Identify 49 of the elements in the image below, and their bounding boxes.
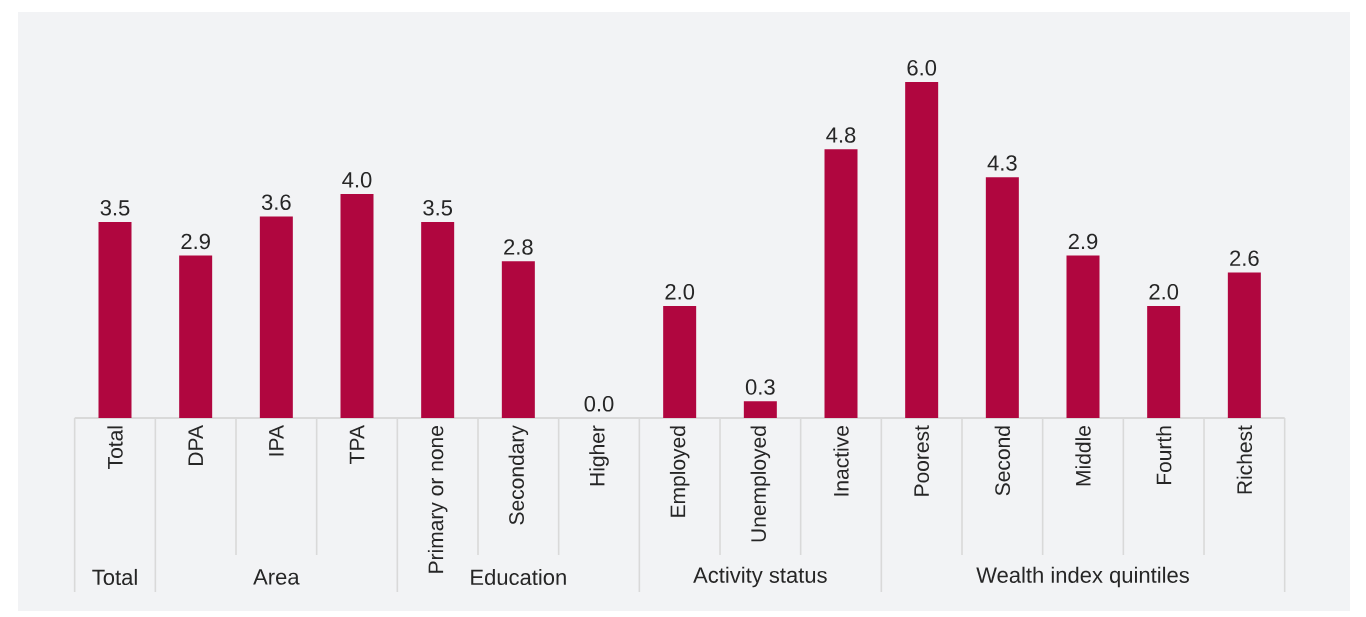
bar	[421, 222, 455, 418]
text: Activity status	[693, 566, 827, 588]
x-tick-label: Richest	[1236, 425, 1253, 494]
bar	[340, 194, 374, 418]
bar	[259, 216, 293, 418]
text: Wealth index quintiles	[976, 566, 1189, 588]
data-label: 2.0	[1149, 284, 1179, 300]
x-tick-label: TPA	[349, 425, 365, 464]
x-tick-label: Primary or none	[427, 426, 448, 573]
data-label: 0.0	[584, 396, 614, 412]
bar	[1066, 255, 1100, 418]
data-label: 0.3	[745, 379, 775, 395]
x-tick-label: Secondary	[508, 425, 529, 525]
data-label: 3.5	[100, 200, 130, 216]
bar	[1147, 306, 1181, 418]
bar	[663, 306, 697, 418]
x-tick-label: Employed	[669, 426, 690, 517]
x-tick-label: DPA	[188, 425, 203, 465]
bar	[1227, 272, 1261, 418]
x-tick-label: IPA	[269, 425, 284, 456]
data-label: 3.6	[261, 194, 291, 211]
bar	[98, 222, 132, 418]
x-tick-label: Second	[994, 426, 1011, 496]
text: Area	[253, 569, 300, 585]
bar	[743, 401, 777, 418]
data-label: 4.8	[826, 127, 856, 143]
bar	[501, 261, 535, 418]
x-tick-label: Fourth	[1155, 426, 1172, 485]
bar	[905, 82, 939, 418]
text: Total	[92, 568, 137, 586]
data-label: 4.0	[342, 172, 372, 188]
x-tick-label: Poorest	[914, 425, 930, 496]
data-label: 2.9	[1068, 233, 1098, 250]
data-label: 6.0	[907, 60, 937, 76]
x-tick-label: Higher	[589, 425, 609, 486]
data-label: 2.6	[1230, 250, 1259, 267]
bar	[824, 149, 858, 418]
bar	[985, 177, 1019, 418]
x-tick-label: Unemployed	[750, 426, 771, 542]
x-tick-label: Total	[107, 426, 123, 469]
data-label: 2.8	[504, 239, 533, 255]
x-tick-label: Inactive	[833, 426, 849, 496]
bar	[179, 255, 213, 418]
x-tick-label: Middle	[1075, 426, 1091, 486]
data-label: 4.3	[987, 155, 1017, 171]
text: Education	[471, 568, 566, 586]
data-label: 3.5	[423, 200, 453, 216]
data-label: 2.9	[181, 233, 210, 250]
data-label: 2.0	[665, 284, 695, 300]
